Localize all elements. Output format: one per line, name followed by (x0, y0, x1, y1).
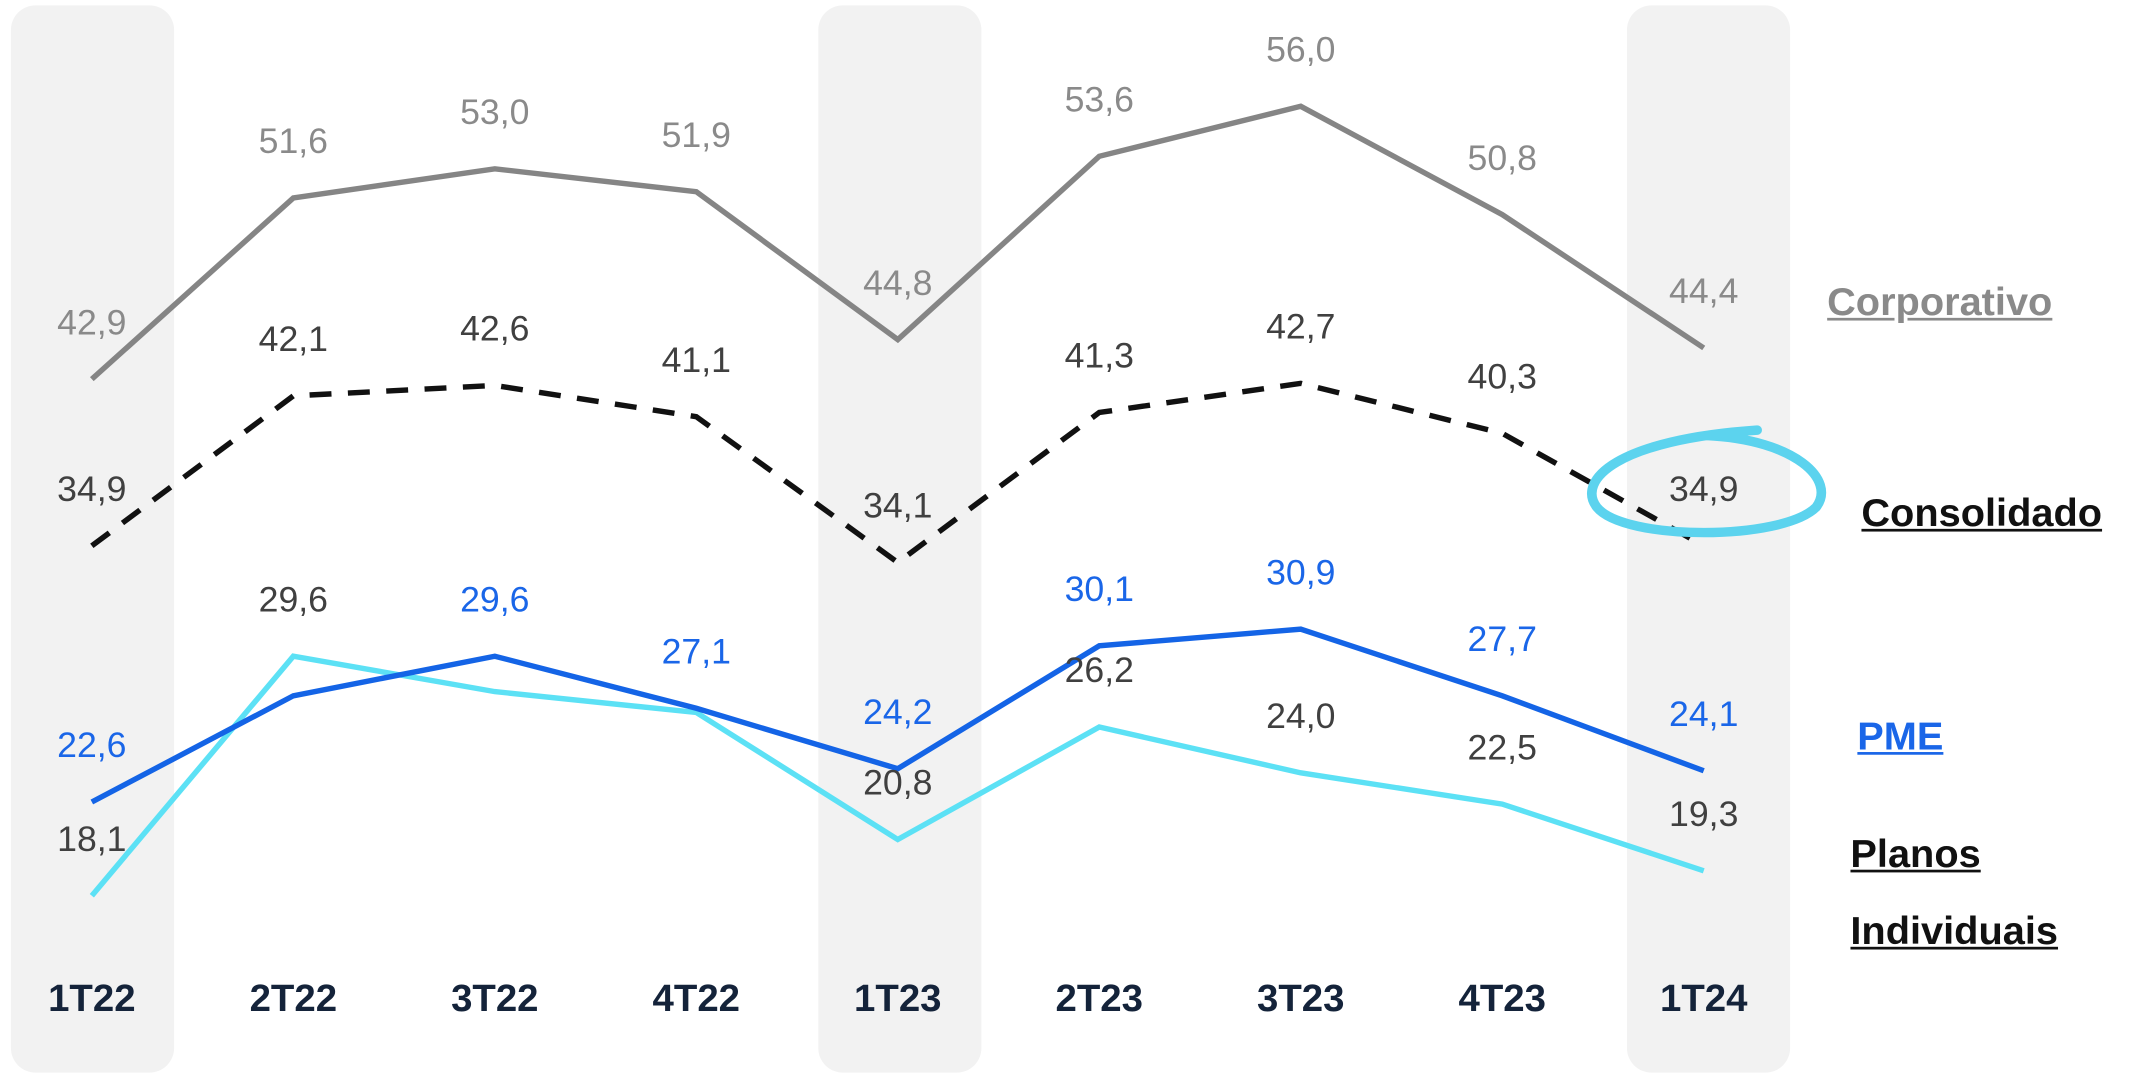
legend-label: Consolidado (1861, 492, 2103, 536)
data-label: 27,1 (662, 632, 731, 672)
highlight-band (10, 5, 175, 1073)
data-label: 24,0 (1266, 696, 1335, 736)
legend-label: Planos Individuais (1850, 833, 2059, 954)
data-label: 56,0 (1266, 30, 1335, 70)
data-label: 42,9 (57, 303, 126, 343)
data-label: 51,6 (259, 121, 328, 161)
data-label: 20,8 (863, 763, 932, 803)
data-label: 50,8 (1468, 138, 1537, 178)
data-label: 29,6 (259, 580, 328, 620)
data-label: 24,2 (863, 692, 932, 732)
series-line (89, 653, 1705, 898)
legend-item: Corporativo (1827, 281, 2053, 325)
data-label: 41,3 (1065, 336, 1134, 376)
x-tick-label: 1T23 (854, 977, 941, 1020)
lines (89, 103, 1706, 898)
data-label: 30,9 (1266, 553, 1335, 593)
data-label: 34,9 (57, 469, 126, 509)
x-tick-label: 4T22 (653, 977, 740, 1020)
data-label: 53,0 (460, 92, 529, 132)
legend-label: PME (1857, 715, 1944, 759)
data-label: 24,1 (1669, 694, 1738, 734)
data-label: 26,2 (1065, 650, 1134, 690)
data-label: 19,3 (1669, 794, 1738, 834)
data-label: 42,6 (460, 309, 529, 349)
data-label: 44,4 (1669, 271, 1738, 311)
x-tick-label: 4T23 (1459, 977, 1546, 1020)
legend-item: Planos Individuais (1850, 833, 2059, 954)
labels: 18,1 29,6 20,8 26,2 24,0 22,5 19,3 22,6 29,6 27,1… (57, 30, 1738, 859)
data-label: 42,1 (259, 319, 328, 359)
highlight-band (818, 5, 982, 1073)
legend-label: Corporativo (1827, 281, 2053, 325)
data-label: 18,1 (57, 819, 126, 859)
data-label: 34,9 (1669, 469, 1738, 509)
data-label: 22,6 (57, 725, 126, 765)
data-label: 27,7 (1468, 619, 1537, 659)
data-label: 34,1 (863, 486, 932, 526)
data-label: 42,7 (1266, 307, 1335, 347)
x-tick-label: 2T22 (250, 977, 337, 1020)
legend-item: Consolidado (1861, 492, 2103, 536)
data-label: 22,5 (1468, 727, 1537, 767)
data-label: 53,6 (1065, 80, 1134, 120)
x-tick-label: 2T23 (1056, 977, 1143, 1020)
highlight-band (1626, 5, 1791, 1073)
data-label: 51,9 (662, 115, 731, 155)
series-line (90, 380, 1706, 566)
data-label: 40,3 (1468, 357, 1537, 397)
data-label: 41,1 (662, 340, 731, 380)
legend-item: PME (1857, 715, 1944, 759)
series-line (89, 103, 1706, 382)
x-tick-label: 3T22 (451, 977, 538, 1020)
x-tick-label: 1T22 (48, 977, 135, 1020)
x-tick-label: 1T24 (1660, 977, 1747, 1020)
highlight-circle (1587, 425, 1826, 538)
series-line (90, 626, 1705, 805)
data-label: 29,6 (460, 580, 529, 620)
data-label: 30,1 (1065, 569, 1134, 609)
x-tick-label: 3T23 (1257, 977, 1344, 1020)
data-label: 44,8 (863, 263, 932, 303)
